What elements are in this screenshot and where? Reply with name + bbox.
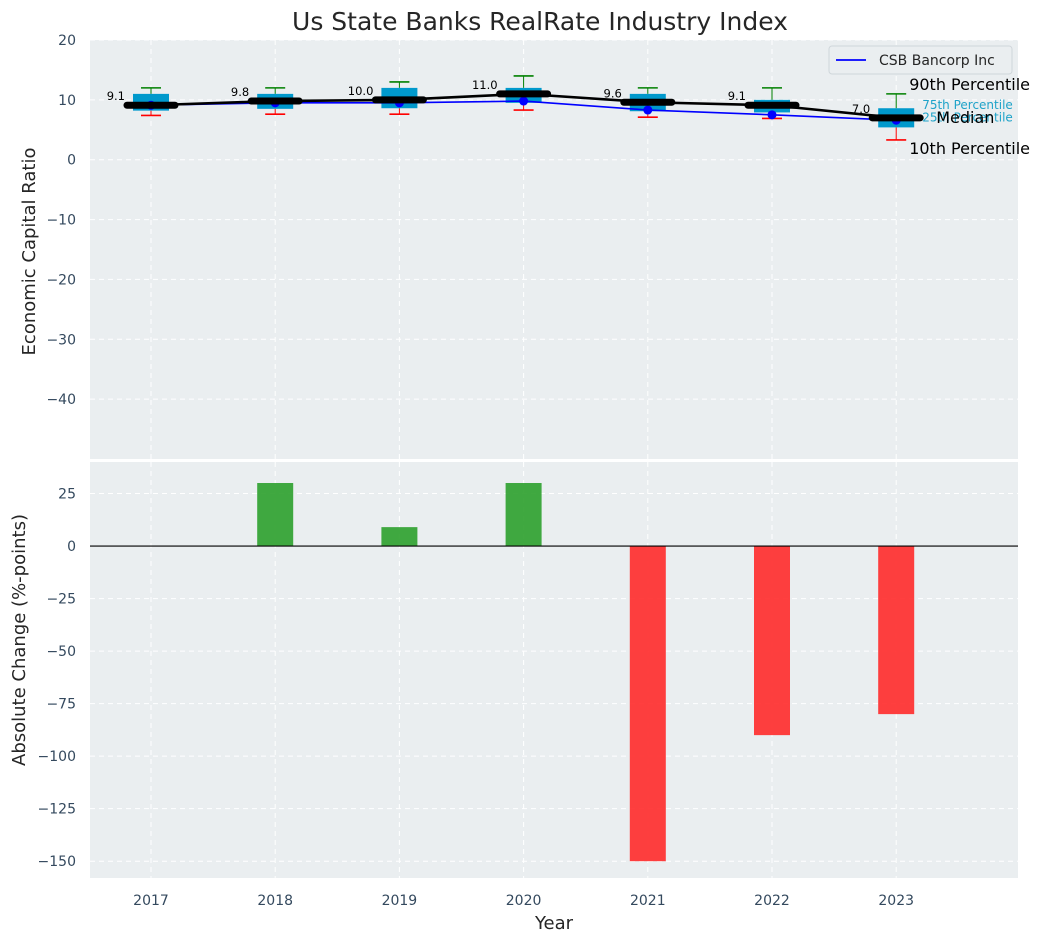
bar-negative [878, 546, 915, 715]
key-label-p10: 10th Percentile [909, 139, 1030, 158]
median-value-label: 10.0 [348, 84, 374, 98]
median-value-label: 9.6 [604, 86, 622, 100]
company-point [643, 105, 653, 115]
change-bars [257, 483, 915, 862]
top-ytick-label: −40 [46, 392, 76, 408]
bottom-ytick-label: −125 [38, 802, 76, 818]
legend-label: CSB Bancorp Inc [879, 53, 995, 69]
top-ytick-label: −20 [46, 272, 76, 288]
bottom-ytick-label: 0 [67, 539, 76, 555]
top-panel-background [90, 40, 1018, 459]
xtick-label: 2021 [630, 893, 666, 909]
bottom-ylabel: Absolute Change (%-points) [9, 514, 30, 766]
bottom-ytick-label: −100 [38, 749, 76, 765]
xtick-label: 2022 [754, 893, 790, 909]
bottom-ytick-label: −75 [46, 697, 76, 713]
bar-negative [754, 546, 790, 736]
bottom-ytick-label: 25 [58, 487, 76, 503]
bottom-ytick-label: −50 [46, 644, 76, 660]
median-value-label: 11.0 [472, 78, 498, 92]
legend-box [828, 45, 1013, 75]
key-label-p90: 90th Percentile [909, 75, 1030, 94]
bar-negative [629, 546, 666, 862]
bar-positive [505, 483, 542, 547]
top-ytick-label: −30 [46, 332, 76, 348]
bottom-ytick-label: −25 [46, 592, 76, 608]
xtick-label: 2017 [133, 893, 169, 909]
top-ytick-label: 20 [58, 33, 76, 49]
bar-positive [381, 527, 418, 547]
company-point [519, 96, 529, 106]
top-ytick-label: −10 [46, 213, 76, 229]
company-point [767, 110, 777, 120]
xtick-label: 2020 [506, 893, 542, 909]
xtick-label: 2023 [878, 893, 914, 909]
median-value-label: 9.8 [231, 85, 249, 99]
top-ytick-label: 10 [58, 93, 76, 109]
xtick-label: 2019 [382, 893, 418, 909]
top-grid [90, 39, 1018, 459]
legend: CSB Bancorp Inc [828, 45, 1013, 75]
top-ylabel: Economic Capital Ratio [19, 148, 40, 356]
xlabel: Year [534, 913, 574, 934]
key-label-median: Median [936, 108, 994, 127]
top-ytick-label: 0 [67, 153, 76, 169]
median-value-label: 9.1 [728, 89, 746, 103]
key-label-p25: 25th Percentile [922, 110, 1013, 124]
median-value-label: 9.1 [107, 89, 125, 103]
xtick-label: 2018 [257, 893, 293, 909]
bar-positive [257, 483, 294, 547]
median-value-label: 7.0 [852, 102, 870, 116]
bottom-ytick-label: −150 [38, 854, 76, 870]
key-label-p75: 75th Percentile [922, 98, 1013, 112]
chart-title: Us State Banks RealRate Industry Index [292, 7, 788, 36]
